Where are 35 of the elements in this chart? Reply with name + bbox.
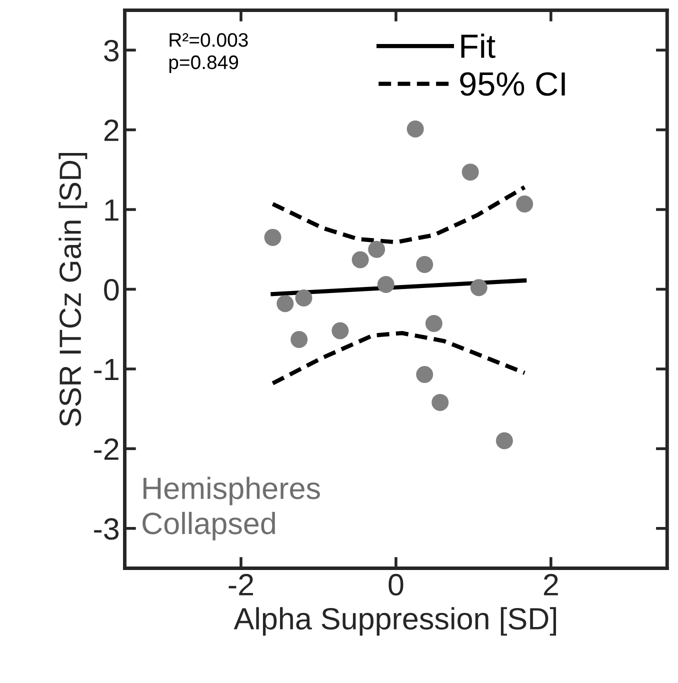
x-tick-label: 0 [388, 574, 404, 596]
y-tick-label: 2 [104, 120, 118, 141]
y-tick-label: -2 [94, 438, 118, 460]
legend-label: 95% CI [460, 72, 565, 96]
point [368, 240, 386, 258]
point [425, 315, 442, 332]
point [377, 276, 394, 293]
annotation: R²=0.003 p=0.849 [169, 33, 248, 74]
y-tick-label: -1 [94, 359, 118, 380]
legend-label: Fit [461, 34, 496, 58]
x-tick-label: 2 [544, 574, 558, 596]
y-tick-label: 1 [105, 200, 118, 221]
y-tick-label: -3 [94, 518, 119, 540]
x-axis-title: Alpha Suppression [SD] [234, 607, 556, 636]
point [332, 322, 349, 340]
point [496, 432, 513, 450]
annotation: Hemispheres Collapsed [142, 476, 320, 540]
point [276, 295, 294, 312]
point [416, 256, 434, 274]
point [352, 251, 369, 268]
line-series [270, 331, 527, 386]
point [264, 228, 282, 246]
x-tick-label: -2 [228, 574, 254, 596]
y-tick-label: 3 [104, 40, 119, 62]
point [462, 164, 479, 181]
point [416, 366, 434, 384]
point [516, 195, 534, 212]
point [295, 290, 312, 307]
point [290, 330, 308, 348]
point [470, 279, 488, 296]
y-axis-title: SSR ITCz Gain [SD] [58, 153, 88, 426]
point [432, 394, 449, 411]
line-series [270, 185, 527, 244]
y-tick-label: 0 [104, 278, 119, 301]
point [406, 120, 424, 138]
